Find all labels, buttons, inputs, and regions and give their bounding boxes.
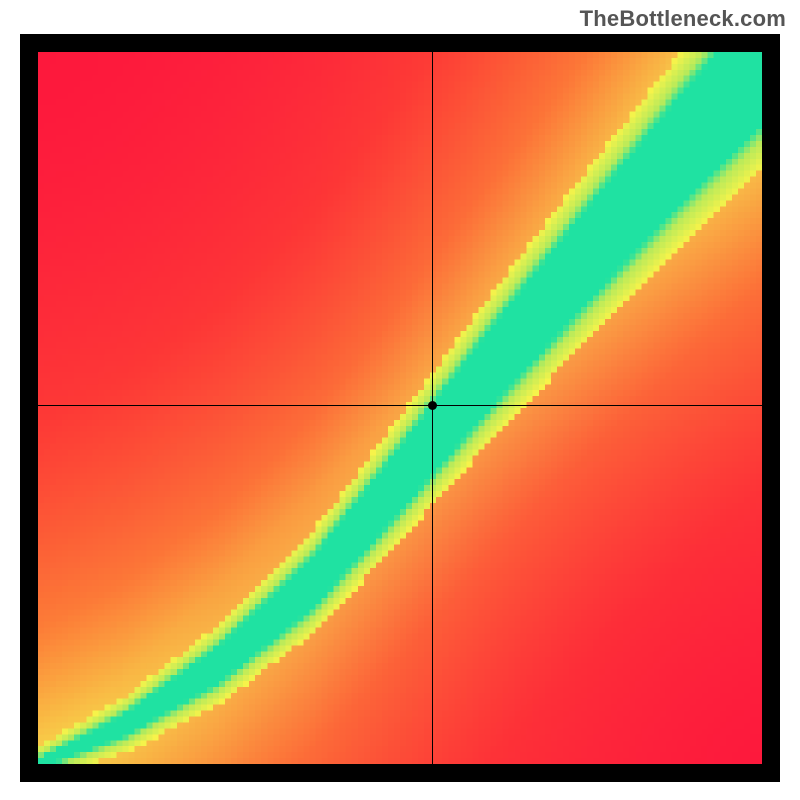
- chart-frame: [20, 34, 780, 782]
- chart-container: TheBottleneck.com: [0, 0, 800, 800]
- attribution-watermark: TheBottleneck.com: [580, 6, 786, 32]
- bottleneck-heatmap: [38, 52, 762, 764]
